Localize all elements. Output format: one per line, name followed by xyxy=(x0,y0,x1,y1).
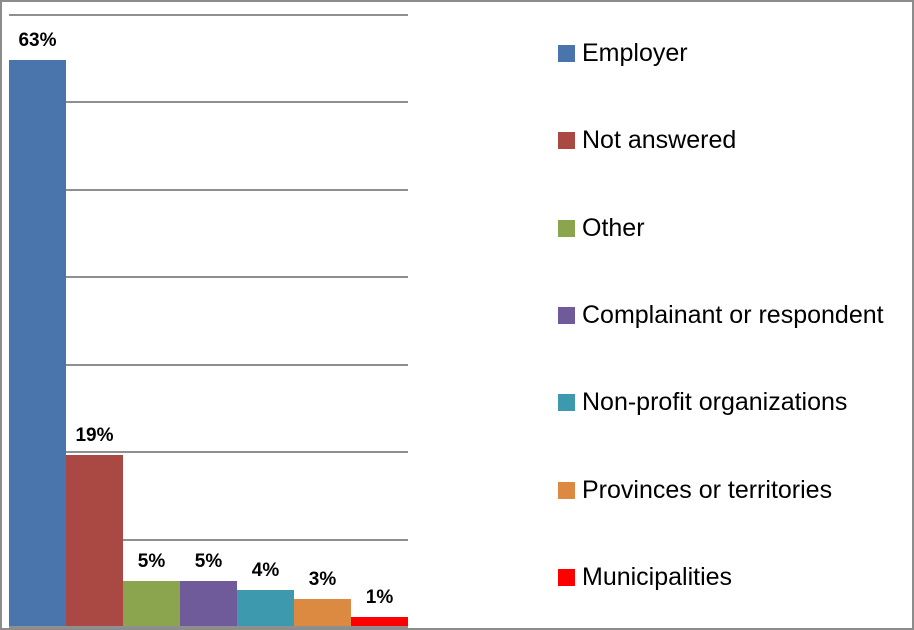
gridline xyxy=(9,364,408,366)
bar-employer xyxy=(9,60,66,626)
legend-item-municipalities: Municipalities xyxy=(558,562,732,592)
bar-value-label-not-answered: 19% xyxy=(75,425,114,446)
gridline xyxy=(9,276,408,278)
legend-item-other: Other xyxy=(558,213,645,243)
legend: Employer Not answered Other Complainant or … xyxy=(558,2,908,628)
gridline xyxy=(9,189,408,191)
legend-label-non-profit-organizations: Non-profit organizations xyxy=(582,388,848,416)
bar-municipalities xyxy=(351,617,408,626)
legend-label-complainant-or-respondent: Complainant or respondent xyxy=(582,301,884,329)
legend-swatch-provinces-or-territories xyxy=(558,481,575,499)
legend-swatch-complainant-or-respondent xyxy=(558,306,575,324)
gridline xyxy=(9,451,408,453)
bar-complainant-or-respondent xyxy=(180,581,237,626)
bar-value-label-non-profit-organizations: 4% xyxy=(251,560,280,581)
legend-label-employer: Employer xyxy=(582,39,688,67)
legend-swatch-employer xyxy=(558,44,575,62)
legend-swatch-other xyxy=(558,219,575,237)
bar-not-answered xyxy=(66,455,123,626)
legend-item-complainant-or-respondent: Complainant or respondent xyxy=(558,300,884,330)
gridline xyxy=(9,626,408,628)
legend-item-provinces-or-territories: Provinces or territories xyxy=(558,475,832,505)
gridline xyxy=(9,539,408,541)
bar-other xyxy=(123,581,180,626)
bar-value-label-provinces-or-territories: 3% xyxy=(308,569,337,590)
bar-value-label-municipalities: 1% xyxy=(365,587,394,608)
legend-item-employer: Employer xyxy=(558,38,688,68)
bar-value-label-employer: 63% xyxy=(18,30,57,51)
bar-provinces-or-territories xyxy=(294,599,351,626)
plot-area: 63% 19% 5% 5% 4% 3% 1% xyxy=(9,14,408,628)
legend-label-not-answered: Not answered xyxy=(582,126,737,154)
bar-value-label-complainant-or-respondent: 5% xyxy=(194,551,223,572)
legend-label-other: Other xyxy=(582,214,645,242)
legend-swatch-not-answered xyxy=(558,131,575,149)
bar-value-label-other: 5% xyxy=(137,551,166,572)
legend-swatch-non-profit-organizations xyxy=(558,393,575,411)
legend-label-provinces-or-territories: Provinces or territories xyxy=(582,476,833,504)
gridline xyxy=(9,101,408,103)
legend-item-non-profit-organizations: Non-profit organizations xyxy=(558,387,847,417)
gridline xyxy=(9,14,408,16)
bar-non-profit-organizations xyxy=(237,590,294,626)
legend-item-not-answered: Not answered xyxy=(558,125,736,155)
legend-label-municipalities: Municipalities xyxy=(582,563,733,591)
legend-swatch-municipalities xyxy=(558,568,575,586)
